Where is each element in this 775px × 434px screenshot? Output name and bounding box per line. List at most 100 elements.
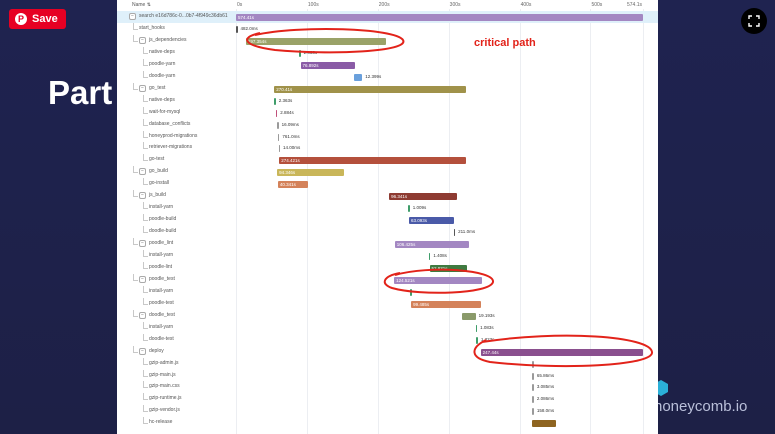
span-row[interactable]: go-install 40.341s — [117, 178, 658, 190]
span-duration-bar[interactable]: 106.425s — [394, 241, 470, 249]
span-duration-bar[interactable] — [275, 109, 278, 117]
span-row[interactable]: − go_build 94.346s — [117, 166, 658, 178]
collapse-toggle-icon[interactable]: − — [139, 347, 146, 355]
span-name: go-test — [149, 156, 165, 163]
span-duration-bar[interactable] — [476, 336, 478, 344]
span-duration-bar[interactable] — [299, 49, 301, 57]
span-name: go-install — [149, 180, 170, 187]
span-row[interactable]: poodle-test 99.485s — [117, 297, 658, 310]
span-duration-bar[interactable] — [475, 324, 478, 332]
span-duration-bar[interactable]: 247.44s — [480, 348, 643, 356]
trace-waterfall-panel: Name ⇅ 0s 100s 200s 300s 400s 500s 574.1s − sea… — [117, 0, 658, 434]
span-duration-bar[interactable] — [277, 121, 279, 129]
span-row[interactable]: gzip-main.js 65.86ms — [117, 369, 658, 382]
span-duration-bar[interactable] — [532, 372, 534, 380]
span-duration-bar[interactable] — [453, 229, 456, 237]
time-grid-line — [519, 9, 521, 434]
span-duration-bar[interactable] — [353, 73, 363, 81]
span-duration-label: 76.892s — [302, 62, 319, 68]
span-row[interactable]: − js_dependencies 197.354s — [117, 34, 658, 47]
tree-connector — [133, 82, 138, 90]
span-duration-label: 3.085ms — [536, 384, 555, 390]
span-row[interactable]: native-deps 2.333s — [117, 46, 658, 59]
span-duration-label: 1.009s — [412, 205, 427, 211]
span-row[interactable]: wait-for-mysql 2.884s — [117, 106, 658, 119]
span-duration-bar[interactable] — [428, 253, 431, 260]
span-duration-bar[interactable]: 197.354s — [245, 37, 386, 45]
span-row[interactable]: database_conflicts 16.09ms — [117, 118, 658, 131]
span-row[interactable]: − go_test 270.41s — [117, 82, 658, 95]
span-row[interactable]: − doodle_test 19.193s — [117, 309, 658, 322]
span-row[interactable]: − js_build 96.341s — [117, 190, 658, 202]
collapse-toggle-icon[interactable]: − — [139, 240, 146, 248]
span-duration-bar[interactable]: 270.41s — [274, 85, 466, 93]
collapse-toggle-icon[interactable]: − — [129, 13, 136, 20]
span-name: go_build — [149, 168, 168, 175]
expand-icon[interactable] — [741, 8, 767, 34]
span-row[interactable]: gzip-runtime.js 2.086ms — [117, 393, 658, 405]
span-name: gzip-main.js — [149, 371, 176, 378]
span-duration-bar[interactable]: 94.346s — [277, 169, 344, 177]
span-duration-bar[interactable]: 124.521s — [394, 276, 482, 284]
span-row[interactable]: install-yarn — [117, 285, 658, 298]
span-duration-bar[interactable] — [274, 97, 276, 105]
span-duration-bar[interactable]: 63.093s — [408, 217, 454, 225]
span-duration-bar[interactable]: 574.41s — [236, 14, 643, 21]
span-duration-bar[interactable] — [236, 25, 238, 33]
span-row[interactable]: install-yarn 1.083s — [117, 321, 658, 334]
span-duration-bar[interactable] — [532, 396, 534, 404]
tree-connector — [133, 273, 138, 281]
span-name: install-yarn — [149, 252, 174, 258]
tree-connector — [143, 285, 148, 293]
collapse-toggle-icon[interactable]: − — [139, 168, 146, 176]
span-row[interactable]: hc-release — [117, 417, 658, 429]
span-duration-bar[interactable] — [462, 312, 476, 320]
span-duration-bar[interactable] — [532, 408, 534, 416]
save-label: Save — [32, 13, 58, 25]
span-duration-bar[interactable]: 274.421s — [279, 157, 466, 165]
span-row[interactable]: install-yarn 1.408s — [117, 250, 658, 262]
span-duration-bar[interactable]: 76.892s — [300, 61, 356, 69]
span-duration-bar[interactable]: 96.341s — [389, 193, 458, 201]
span-row[interactable]: go-test 274.421s — [117, 154, 658, 166]
span-row[interactable]: poodle-yarn 76.892s — [117, 58, 658, 71]
span-row[interactable]: − poodle_lint 106.425s — [117, 238, 658, 250]
time-tick-label: 500s — [591, 2, 603, 8]
collapse-toggle-icon[interactable]: − — [139, 275, 146, 283]
span-duration-bar[interactable]: 52.931s — [429, 264, 468, 272]
span-row[interactable]: − poodle_test 124.521s — [117, 273, 658, 286]
span-duration-bar[interactable] — [532, 384, 534, 392]
span-row[interactable]: poodle-lint 52.931s — [117, 261, 658, 274]
span-duration-bar[interactable] — [277, 133, 280, 141]
span-row[interactable]: retriever-migrations 14.00ms — [117, 142, 658, 154]
name-column-header[interactable]: Name ⇅ — [132, 2, 151, 8]
span-duration-bar[interactable] — [408, 205, 410, 213]
span-row[interactable]: gzip-admin.js — [117, 357, 658, 370]
tree-connector — [143, 214, 148, 222]
span-duration-bar[interactable] — [410, 288, 412, 296]
span-duration-bar[interactable] — [532, 360, 534, 368]
span-row[interactable]: poodle-build 63.093s — [117, 214, 658, 226]
span-duration-bar[interactable]: 40.341s — [277, 181, 309, 189]
span-row[interactable]: doodle-build 211.0ms — [117, 226, 658, 238]
span-row[interactable]: install-yarn 1.009s — [117, 202, 658, 214]
collapse-toggle-icon[interactable]: − — [139, 36, 146, 44]
span-row[interactable]: native-deps 2.363s — [117, 94, 658, 107]
span-row[interactable]: doodle-yarn 12.399s — [117, 70, 658, 83]
span-row[interactable]: gzip-vendor.js 158.0ms — [117, 405, 658, 417]
collapse-toggle-icon[interactable]: − — [139, 192, 146, 200]
collapse-toggle-icon[interactable]: − — [139, 84, 146, 92]
pinterest-save-button[interactable]: P Save — [9, 9, 66, 29]
span-row[interactable]: − deploy 247.44s — [117, 345, 658, 358]
span-row[interactable]: honeyprod-migrations 761.0ms — [117, 130, 658, 143]
span-duration-bar[interactable]: 99.485s — [411, 300, 481, 308]
span-duration-bar[interactable] — [532, 420, 557, 428]
span-row[interactable]: − search e16d786c-0...0b7-4f949c36db61 574… — [117, 11, 658, 23]
span-row[interactable]: doodle-test 1.323s — [117, 333, 658, 346]
span-name: gzip-admin.js — [149, 359, 179, 366]
span-duration-label: 2.333s — [303, 49, 318, 55]
span-row[interactable]: gzip-main.css 3.085ms — [117, 381, 658, 393]
collapse-toggle-icon[interactable]: − — [139, 311, 146, 319]
span-duration-bar[interactable] — [278, 145, 281, 153]
span-row[interactable]: start_hooks 482.0ms — [117, 22, 658, 35]
